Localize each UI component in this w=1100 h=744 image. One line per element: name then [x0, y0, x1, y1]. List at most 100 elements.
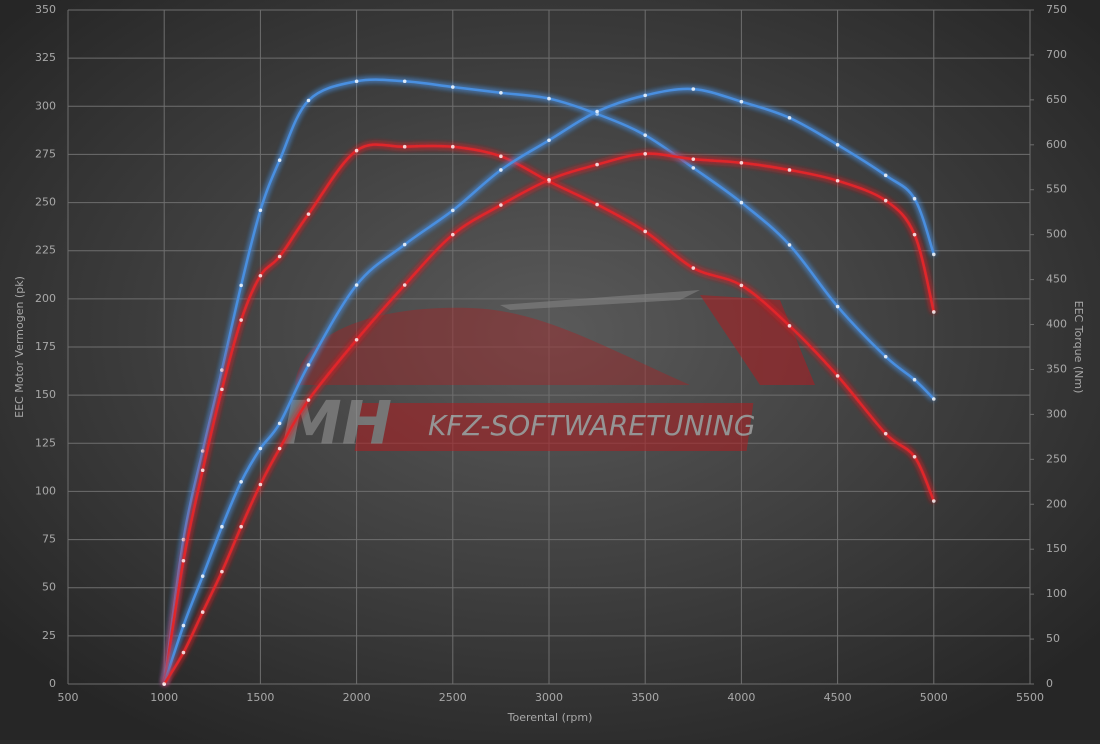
- data-point: [691, 266, 696, 270]
- data-point: [181, 558, 186, 563]
- data-point: [883, 198, 888, 203]
- y-tick-label: 225: [35, 244, 56, 257]
- data-point: [354, 283, 359, 287]
- x-tick-label: 3500: [631, 691, 659, 704]
- watermark: MH KFZ-SOFTWARETUNING: [282, 290, 815, 459]
- y-tick-label: 300: [35, 99, 56, 112]
- data-point: [402, 283, 407, 287]
- y-tick-label: 325: [35, 51, 56, 64]
- y2-tick-label: 600: [1046, 138, 1067, 151]
- data-point: [181, 650, 186, 655]
- data-point: [354, 79, 359, 84]
- data-point: [547, 138, 551, 143]
- data-point: [547, 96, 551, 101]
- data-point: [220, 368, 224, 372]
- y-tick-label: 350: [35, 3, 56, 16]
- y2-tick-label: 150: [1046, 542, 1067, 555]
- x-tick-label: 2000: [343, 691, 371, 704]
- data-point: [787, 243, 792, 247]
- data-point: [595, 202, 599, 207]
- data-point: [277, 158, 282, 163]
- y2-tick-label: 200: [1046, 497, 1067, 510]
- data-point: [181, 537, 186, 542]
- data-point: [595, 109, 599, 114]
- data-point: [643, 151, 647, 156]
- series-line: [163, 152, 936, 685]
- x-tick-label: 3000: [535, 691, 563, 704]
- y2-tick-label: 450: [1046, 273, 1067, 286]
- data-point: [932, 499, 936, 503]
- grid: [67, 9, 1031, 685]
- data-point: [499, 168, 503, 172]
- data-point: [691, 166, 696, 170]
- data-point: [912, 196, 917, 201]
- data-point: [451, 85, 455, 89]
- data-point: [451, 144, 455, 149]
- data-point: [643, 133, 647, 137]
- data-point: [499, 91, 503, 95]
- data-point: [200, 468, 205, 473]
- data-point: [220, 387, 224, 392]
- data-point: [787, 116, 792, 120]
- data-point: [451, 232, 455, 237]
- y-tick-label: 125: [35, 436, 56, 449]
- y-tick-label: 175: [35, 340, 56, 353]
- y2-axis-label: EEC Torque (Nm): [1072, 301, 1085, 394]
- data-point: [932, 310, 936, 314]
- data-point: [306, 363, 311, 367]
- data-point: [691, 157, 696, 161]
- x-tick-label: 1500: [246, 691, 274, 704]
- watermark-text: KFZ-SOFTWARETUNING: [428, 409, 755, 442]
- data-point: [220, 524, 224, 529]
- y2-tick-label: 750: [1046, 3, 1067, 16]
- x-tick-label: 5500: [1016, 691, 1044, 704]
- y2-tick-label: 400: [1046, 318, 1067, 331]
- data-point: [499, 203, 503, 207]
- data-point: [739, 283, 744, 288]
- data-point: [277, 446, 282, 451]
- y2-tick-label: 50: [1046, 632, 1060, 645]
- y2-tick-label: 550: [1046, 183, 1067, 196]
- x-tick-label: 4500: [824, 691, 852, 704]
- data-point: [258, 446, 263, 451]
- data-point: [883, 354, 888, 359]
- data-point: [739, 99, 744, 104]
- data-point: [835, 374, 840, 378]
- y2-tick-label: 650: [1046, 93, 1067, 106]
- y2-tick-label: 0: [1046, 677, 1053, 690]
- data-point: [258, 273, 263, 278]
- x-tick-label: 2500: [439, 691, 467, 704]
- data-point: [643, 229, 647, 234]
- data-point: [402, 144, 407, 149]
- data-point: [239, 524, 243, 529]
- y-tick-label: 0: [49, 677, 56, 690]
- x-tick-label: 500: [58, 691, 79, 704]
- data-point: [402, 79, 407, 84]
- data-point: [912, 454, 917, 459]
- data-point: [835, 178, 840, 183]
- data-point: [912, 377, 917, 382]
- data-point: [306, 212, 311, 216]
- y2-tick-label: 500: [1046, 228, 1067, 241]
- data-point: [277, 421, 282, 426]
- data-point: [739, 200, 744, 205]
- watermark-mh: MH: [282, 389, 392, 459]
- data-point: [547, 178, 551, 182]
- y-tick-label: 75: [42, 533, 56, 546]
- data-point: [200, 449, 205, 453]
- data-point: [643, 93, 647, 98]
- data-point: [306, 98, 311, 103]
- data-point: [787, 324, 792, 328]
- data-point: [162, 682, 166, 686]
- y2-tick-label: 100: [1046, 587, 1067, 600]
- data-point: [239, 318, 243, 322]
- data-point: [835, 143, 840, 147]
- data-point: [787, 168, 792, 172]
- y-tick-label: 50: [42, 581, 56, 594]
- data-point: [932, 397, 936, 401]
- data-point: [883, 431, 888, 436]
- data-point: [402, 242, 407, 247]
- y-tick-label: 100: [35, 484, 56, 497]
- data-point: [835, 304, 840, 309]
